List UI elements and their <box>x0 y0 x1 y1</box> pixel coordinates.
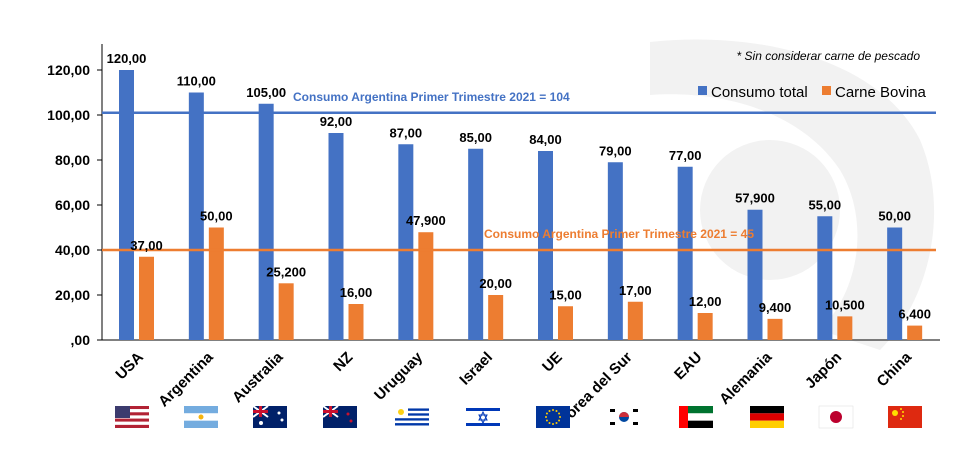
eau-flag <box>679 406 713 428</box>
category-label: Australia <box>229 348 287 406</box>
legend: Consumo total Carne Bovina <box>698 84 927 101</box>
data-label: 17,00 <box>619 283 652 298</box>
data-label: 12,00 <box>689 294 722 309</box>
data-label: 85,00 <box>459 130 492 145</box>
axes <box>101 44 940 341</box>
y-tick-label: 20,00 <box>55 287 90 303</box>
bar-bovina-0 <box>139 256 154 340</box>
bar-bovina-10 <box>837 316 853 340</box>
legend-swatch-bovina <box>822 86 831 95</box>
australia-flag <box>252 405 287 428</box>
bar-bovina-4 <box>418 232 434 340</box>
argentina-flag <box>184 406 218 428</box>
bar-total-9 <box>747 209 763 340</box>
data-label: 50,00 <box>878 209 911 224</box>
bar-bovina-3 <box>348 304 364 340</box>
bars <box>119 70 923 340</box>
usa-flag <box>115 406 149 428</box>
flags <box>115 405 922 429</box>
data-label: 50,00 <box>200 209 233 224</box>
data-label: 92,00 <box>320 114 353 129</box>
bar-bovina-9 <box>767 318 783 340</box>
japon-flag <box>818 405 854 429</box>
y-tick-label: 100,00 <box>47 107 90 123</box>
uruguay-flag <box>395 406 429 428</box>
bar-total-8 <box>677 166 693 340</box>
bar-total-0 <box>119 70 134 340</box>
footnote: * Sin considerar carne de pescado <box>737 49 921 63</box>
bar-total-10 <box>817 216 833 340</box>
data-label: 47,900 <box>406 213 446 228</box>
data-label: 10,500 <box>825 297 865 312</box>
data-label: 84,00 <box>529 132 562 147</box>
bar-bovina-5 <box>488 295 504 340</box>
data-label: 105,00 <box>246 85 286 100</box>
bar-bovina-6 <box>558 306 573 340</box>
ue-flag <box>536 406 570 428</box>
category-label: Alemania <box>716 348 776 408</box>
y-tick-label: 60,00 <box>55 197 90 213</box>
israel-flag <box>466 406 500 428</box>
reference-lines: Consumo Argentina Primer Trimestre 2021 … <box>102 90 936 252</box>
data-label: 57,900 <box>735 191 775 206</box>
bar-total-6 <box>538 151 553 340</box>
bar-total-2 <box>258 103 274 340</box>
legend-swatch-total <box>698 86 707 95</box>
y-tick-label: ,00 <box>71 332 91 348</box>
y-axis-ticks: ,00 20,00 40,00 60,00 80,00 100,00 120,00 <box>47 62 102 348</box>
bar-bovina-7 <box>627 301 643 340</box>
bar-bovina-8 <box>697 313 713 340</box>
category-label: UE <box>539 349 566 376</box>
y-tick-label: 40,00 <box>55 242 90 258</box>
data-label: 6,400 <box>898 307 931 322</box>
y-tick-label: 80,00 <box>55 152 90 168</box>
legend-label-bovina: Carne Bovina <box>835 84 927 101</box>
bar-total-4 <box>398 144 414 340</box>
category-label: USA <box>112 349 147 384</box>
data-label: 120,00 <box>107 51 147 66</box>
data-label: 25,200 <box>266 264 306 279</box>
category-label: Israel <box>456 349 496 389</box>
nz-flag <box>322 405 357 428</box>
data-label: 16,00 <box>340 285 373 300</box>
data-labels: 120,00 37,00 110,00 50,00 105,00 25,200 92,00 1… <box>107 51 931 322</box>
category-label: EAU <box>671 349 705 383</box>
data-label: 110,00 <box>177 74 216 89</box>
reference-line-label: Consumo Argentina Primer Trimestre 2021 … <box>293 90 570 104</box>
legend-label-total: Consumo total <box>711 84 808 101</box>
y-tick-label: 120,00 <box>47 62 90 78</box>
data-label: 77,00 <box>669 148 702 163</box>
bar-bovina-11 <box>907 325 923 340</box>
watermark-logo <box>650 39 935 351</box>
bar-total-5 <box>468 148 484 340</box>
bar-bovina-1 <box>208 227 224 340</box>
data-label: 20,00 <box>479 276 512 291</box>
category-label: Uruguay <box>371 348 427 404</box>
bar-bovina-2 <box>278 283 294 340</box>
china-flag <box>888 406 922 428</box>
bar-total-11 <box>887 227 903 340</box>
data-label: 79,00 <box>599 143 632 158</box>
data-label: 15,00 <box>549 287 582 302</box>
data-label: 55,00 <box>809 197 842 212</box>
category-labels: USA Argentina Australia NZ Uruguay Israel UECo… <box>112 348 915 429</box>
bar-total-3 <box>328 133 344 340</box>
data-label: 87,00 <box>390 125 423 140</box>
reference-line-label: Consumo Argentina Primer Trimestre 2021 … <box>484 227 754 241</box>
category-label: Japón <box>802 349 845 392</box>
data-label: 9,400 <box>759 300 792 315</box>
category-label: NZ <box>330 349 356 375</box>
category-label: China <box>874 348 916 390</box>
corea-flag <box>607 406 641 428</box>
data-label: 37,00 <box>130 238 163 253</box>
alemania-flag <box>750 406 784 428</box>
bar-total-1 <box>188 92 204 340</box>
category-label: Argentina <box>155 348 217 410</box>
